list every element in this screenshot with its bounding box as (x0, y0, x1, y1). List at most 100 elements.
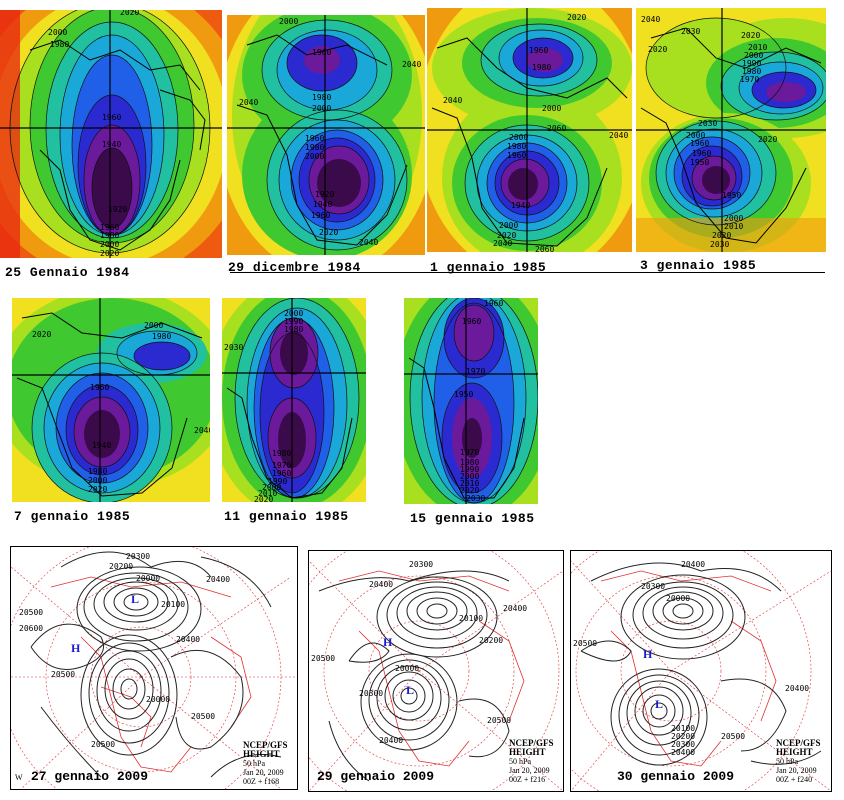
svg-text:2000: 2000 (48, 28, 67, 37)
svg-text:1980: 1980 (272, 449, 291, 458)
svg-text:20400: 20400 (503, 604, 527, 613)
svg-text:1920: 1920 (315, 190, 334, 199)
svg-text:2000: 2000 (100, 240, 119, 249)
svg-text:20000: 20000 (395, 664, 419, 673)
map-1-gennaio-1985: 2020 1960 1980 2000 2040 2000 1980 1960 … (427, 8, 632, 252)
svg-text:20300: 20300 (409, 560, 433, 569)
svg-text:20500: 20500 (311, 654, 335, 663)
low-pressure-label: L (655, 697, 663, 712)
svg-text:1950: 1950 (690, 158, 709, 167)
forecast-info: NCEP/GFS HEIGHT 50 hPa Jan 20, 2009 00Z … (776, 739, 821, 784)
svg-text:2030: 2030 (710, 240, 729, 249)
svg-text:2030: 2030 (681, 27, 700, 36)
svg-text:1970: 1970 (740, 75, 759, 84)
forecast-info: NCEP/GFS HEIGHT 50 hPa Jan 20, 2009 00Z … (509, 739, 554, 784)
svg-text:2040: 2040 (641, 15, 660, 24)
svg-text:20300: 20300 (359, 689, 383, 698)
svg-text:1960: 1960 (507, 151, 526, 160)
svg-text:20400: 20400 (785, 684, 809, 693)
svg-text:2040: 2040 (194, 426, 210, 435)
svg-text:20500: 20500 (487, 716, 511, 725)
high-pressure-label: H (71, 641, 80, 656)
svg-text:1980: 1980 (507, 142, 526, 151)
map-29-dicembre-1984: 2000 1960 1980 2000 2040 1960 1980 2000 … (227, 15, 425, 255)
svg-text:1940: 1940 (92, 441, 111, 450)
height-map-25-gennaio-1984: 2020 2000 1980 1960 1940 1920 1960 1980 … (0, 10, 222, 258)
svg-text:20400: 20400 (681, 560, 705, 569)
caption-30-gennaio-2009: 30 gennaio 2009 (617, 769, 734, 784)
svg-text:2040: 2040 (493, 239, 512, 248)
svg-text:2000: 2000 (542, 104, 561, 113)
height-map-7-gennaio-1985: 2020 2000 1980 1960 1940 1980 2000 2020 … (12, 298, 210, 502)
gfs-map-27-gennaio-2009: 20300 20200 20000 20100 20500 20600 2050… (10, 546, 298, 790)
svg-text:1920: 1920 (108, 205, 127, 214)
svg-text:2040: 2040 (239, 98, 258, 107)
svg-text:20400: 20400 (176, 635, 200, 644)
svg-text:20400: 20400 (369, 580, 393, 589)
svg-text:1980: 1980 (100, 231, 119, 240)
svg-text:20200: 20200 (109, 562, 133, 571)
svg-text:2020: 2020 (567, 13, 586, 22)
low-pressure-label: L (406, 683, 414, 698)
svg-text:2010: 2010 (724, 222, 743, 231)
svg-text:1970: 1970 (460, 448, 479, 457)
svg-text:2020: 2020 (648, 45, 667, 54)
svg-text:20100: 20100 (161, 600, 185, 609)
svg-text:1960: 1960 (311, 211, 330, 220)
gfs-map-30-gennaio-2009: 20400 20300 20500 20400 20000 20100 2020… (570, 550, 832, 792)
height-map-3-gennaio-1985: 2040 2020 2030 2020 2010 2000 1990 1980 … (636, 8, 826, 252)
svg-text:2000: 2000 (499, 221, 518, 230)
svg-text:2000: 2000 (279, 17, 298, 26)
map-7-gennaio-1985: 2020 2000 1980 1960 1940 1980 2000 2020 … (12, 298, 210, 502)
svg-text:2020: 2020 (100, 249, 119, 258)
high-pressure-label: H (383, 635, 392, 650)
svg-text:2000: 2000 (144, 321, 163, 330)
height-map-29-dicembre-1984: 2000 1960 1980 2000 2040 1960 1980 2000 … (227, 15, 425, 255)
svg-text:1940: 1940 (313, 200, 332, 209)
svg-text:2020: 2020 (319, 228, 338, 237)
caption-7-gennaio-1985: 7 gennaio 1985 (14, 509, 130, 524)
svg-text:1960: 1960 (529, 46, 548, 55)
svg-text:20200: 20200 (479, 636, 503, 645)
svg-text:2020: 2020 (741, 31, 760, 40)
svg-text:1980: 1980 (284, 325, 303, 334)
svg-text:1980: 1980 (152, 332, 171, 341)
svg-text:2000: 2000 (312, 104, 331, 113)
svg-text:1960: 1960 (484, 299, 503, 308)
svg-text:20000: 20000 (666, 594, 690, 603)
caption-29-gennaio-2009: 29 gennaio 2009 (317, 769, 434, 784)
svg-text:1950: 1950 (454, 390, 473, 399)
caption-25-gennaio-1984: 25 Gennaio 1984 (5, 265, 130, 280)
corner-tick: W (15, 773, 23, 782)
map-11-gennaio-1985: 2000 1990 1980 2030 1980 1970 1960 1990 … (222, 298, 366, 502)
svg-text:1980: 1980 (305, 143, 324, 152)
map-3-gennaio-1985: 2040 2020 2030 2020 2010 2000 1990 1980 … (636, 8, 826, 252)
svg-text:20500: 20500 (91, 740, 115, 749)
svg-text:2020: 2020 (120, 10, 139, 17)
svg-text:20500: 20500 (721, 732, 745, 741)
svg-text:1960: 1960 (462, 317, 481, 326)
svg-text:2030: 2030 (466, 494, 485, 503)
svg-text:2020: 2020 (712, 231, 731, 240)
svg-text:2000: 2000 (305, 152, 324, 161)
svg-text:1980: 1980 (532, 63, 551, 72)
svg-text:1980: 1980 (88, 467, 107, 476)
caption-11-gennaio-1985: 11 gennaio 1985 (224, 509, 349, 524)
caption-3-gennaio-1985: 3 gennaio 1985 (640, 258, 756, 273)
caption-27-gennaio-2009: 27 gennaio 2009 (31, 769, 148, 784)
svg-text:2040: 2040 (402, 60, 421, 69)
svg-text:2060: 2060 (547, 124, 566, 133)
svg-text:1970: 1970 (466, 367, 485, 376)
svg-text:1980: 1980 (312, 93, 331, 102)
svg-text:1980: 1980 (50, 40, 69, 49)
svg-text:1950: 1950 (722, 191, 741, 200)
svg-text:2060: 2060 (535, 245, 554, 252)
svg-text:20000: 20000 (136, 574, 160, 583)
svg-text:2040: 2040 (359, 238, 378, 247)
svg-text:20100: 20100 (459, 614, 483, 623)
svg-text:1960: 1960 (692, 149, 711, 158)
svg-text:1940: 1940 (511, 201, 530, 210)
height-map-11-gennaio-1985: 2000 1990 1980 2030 1980 1970 1960 1990 … (222, 298, 366, 502)
svg-text:2030: 2030 (224, 343, 243, 352)
svg-text:20300: 20300 (641, 582, 665, 591)
